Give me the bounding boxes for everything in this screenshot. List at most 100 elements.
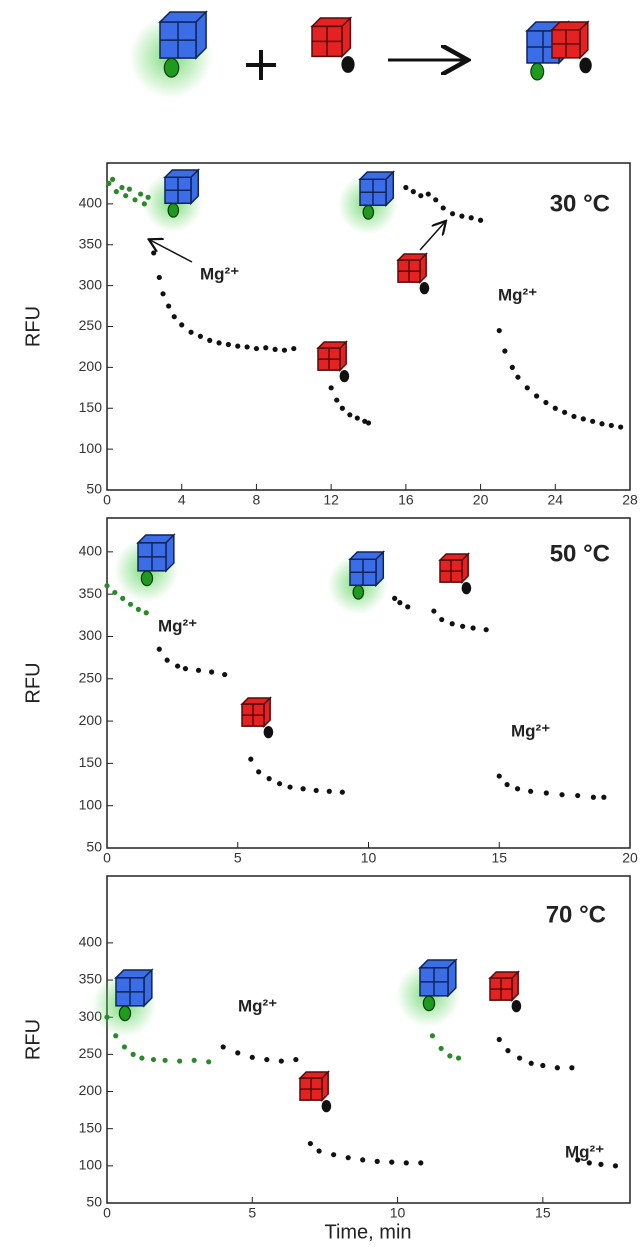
data-point: [316, 1148, 322, 1154]
cube-icon: [136, 533, 176, 573]
data-point: [293, 1056, 299, 1063]
data-point: [126, 186, 133, 192]
data-point: [496, 327, 502, 334]
cube-icon: [158, 10, 208, 60]
green-fluorophore: [352, 584, 365, 600]
x-tick-label: 10: [361, 850, 377, 866]
y-axis-label: RFU: [22, 1019, 44, 1060]
green-fluorophore: [118, 1005, 132, 1022]
y-tick-label: 250: [79, 317, 103, 333]
x-tick-label: 16: [398, 492, 414, 508]
x-tick-label: 5: [234, 850, 242, 866]
data-point: [483, 627, 489, 633]
data-point: [177, 1058, 183, 1064]
data-point: [164, 657, 170, 663]
data-point: [618, 424, 624, 430]
plot-frame: [106, 875, 631, 1204]
data-point: [524, 385, 530, 391]
green-fluorophore: [362, 204, 375, 220]
data-point: [209, 669, 215, 675]
data-point: [300, 786, 306, 792]
data-point: [418, 1160, 424, 1166]
y-tick-label: 300: [79, 627, 103, 643]
data-point: [266, 776, 272, 782]
data-point: [281, 347, 288, 353]
data-point: [339, 405, 345, 411]
data-point: [433, 197, 439, 203]
data-point: [171, 314, 177, 320]
data-point: [509, 364, 515, 370]
data-point: [197, 333, 203, 339]
data-point: [586, 1160, 592, 1166]
data-point: [540, 1062, 546, 1069]
black-quencher: [419, 281, 430, 295]
cube-icon: [396, 252, 428, 284]
x-tick-label: 28: [622, 492, 638, 508]
data-point: [569, 1065, 575, 1071]
black-quencher: [461, 581, 472, 595]
data-point: [307, 1140, 313, 1147]
data-point: [188, 329, 194, 335]
y-tick-label: 50: [86, 481, 102, 497]
data-point: [374, 1158, 380, 1164]
data-point: [575, 1157, 581, 1163]
data-point: [528, 788, 534, 794]
data-point: [418, 193, 424, 199]
data-point: [403, 184, 409, 191]
data-point: [447, 1053, 453, 1059]
data-point: [331, 1152, 337, 1158]
data-point: [410, 189, 416, 195]
data-point: [354, 415, 360, 421]
data-point: [276, 781, 283, 787]
green-fluorophore: [163, 57, 180, 78]
x-tick-label: 12: [323, 492, 339, 508]
data-point: [496, 773, 502, 779]
black-quencher: [511, 999, 522, 1013]
cube-side: [511, 970, 519, 1002]
cube-icon: [418, 958, 458, 998]
x-tick-label: 15: [535, 1205, 551, 1221]
data-point: [112, 589, 118, 596]
black-quencher: [263, 725, 274, 739]
black-quencher: [339, 369, 350, 383]
data-point: [220, 1044, 226, 1050]
black-quencher: [579, 57, 592, 74]
data-point: [132, 197, 138, 203]
data-point: [425, 191, 431, 197]
data-point: [339, 789, 345, 795]
data-point: [272, 346, 278, 352]
y-tick-label: 200: [79, 712, 103, 728]
y-tick-label: 250: [79, 1045, 103, 1061]
data-point: [601, 794, 607, 800]
data-point: [113, 189, 119, 195]
data-point: [244, 344, 250, 350]
data-point: [552, 405, 558, 411]
x-tick-label: 20: [473, 492, 489, 508]
data-point: [235, 1050, 241, 1056]
cube-icon: [316, 340, 348, 372]
data-point: [160, 291, 166, 297]
data-point: [135, 606, 141, 612]
data-point: [179, 322, 185, 328]
mg-label: Mg²⁺: [158, 616, 197, 635]
data-point: [345, 1155, 351, 1161]
cube-icon: [438, 552, 470, 584]
data-point: [439, 616, 445, 623]
data-point: [225, 341, 232, 348]
cube-icon: [348, 550, 386, 588]
data-point: [145, 194, 151, 200]
cube-icon: [240, 696, 272, 728]
black-quencher: [341, 56, 355, 73]
annotation-arrow: [419, 222, 445, 251]
temperature-label: 50 °C: [550, 540, 610, 567]
data-point: [127, 601, 134, 607]
data-point: [515, 374, 521, 380]
data-point: [365, 420, 372, 426]
y-tick-label: 100: [79, 440, 103, 456]
x-tick-label: 4: [178, 492, 186, 508]
data-point: [156, 646, 162, 652]
data-point: [459, 213, 465, 219]
x-tick-label: 20: [622, 850, 638, 866]
data-point: [235, 343, 241, 349]
data-point: [449, 211, 456, 217]
